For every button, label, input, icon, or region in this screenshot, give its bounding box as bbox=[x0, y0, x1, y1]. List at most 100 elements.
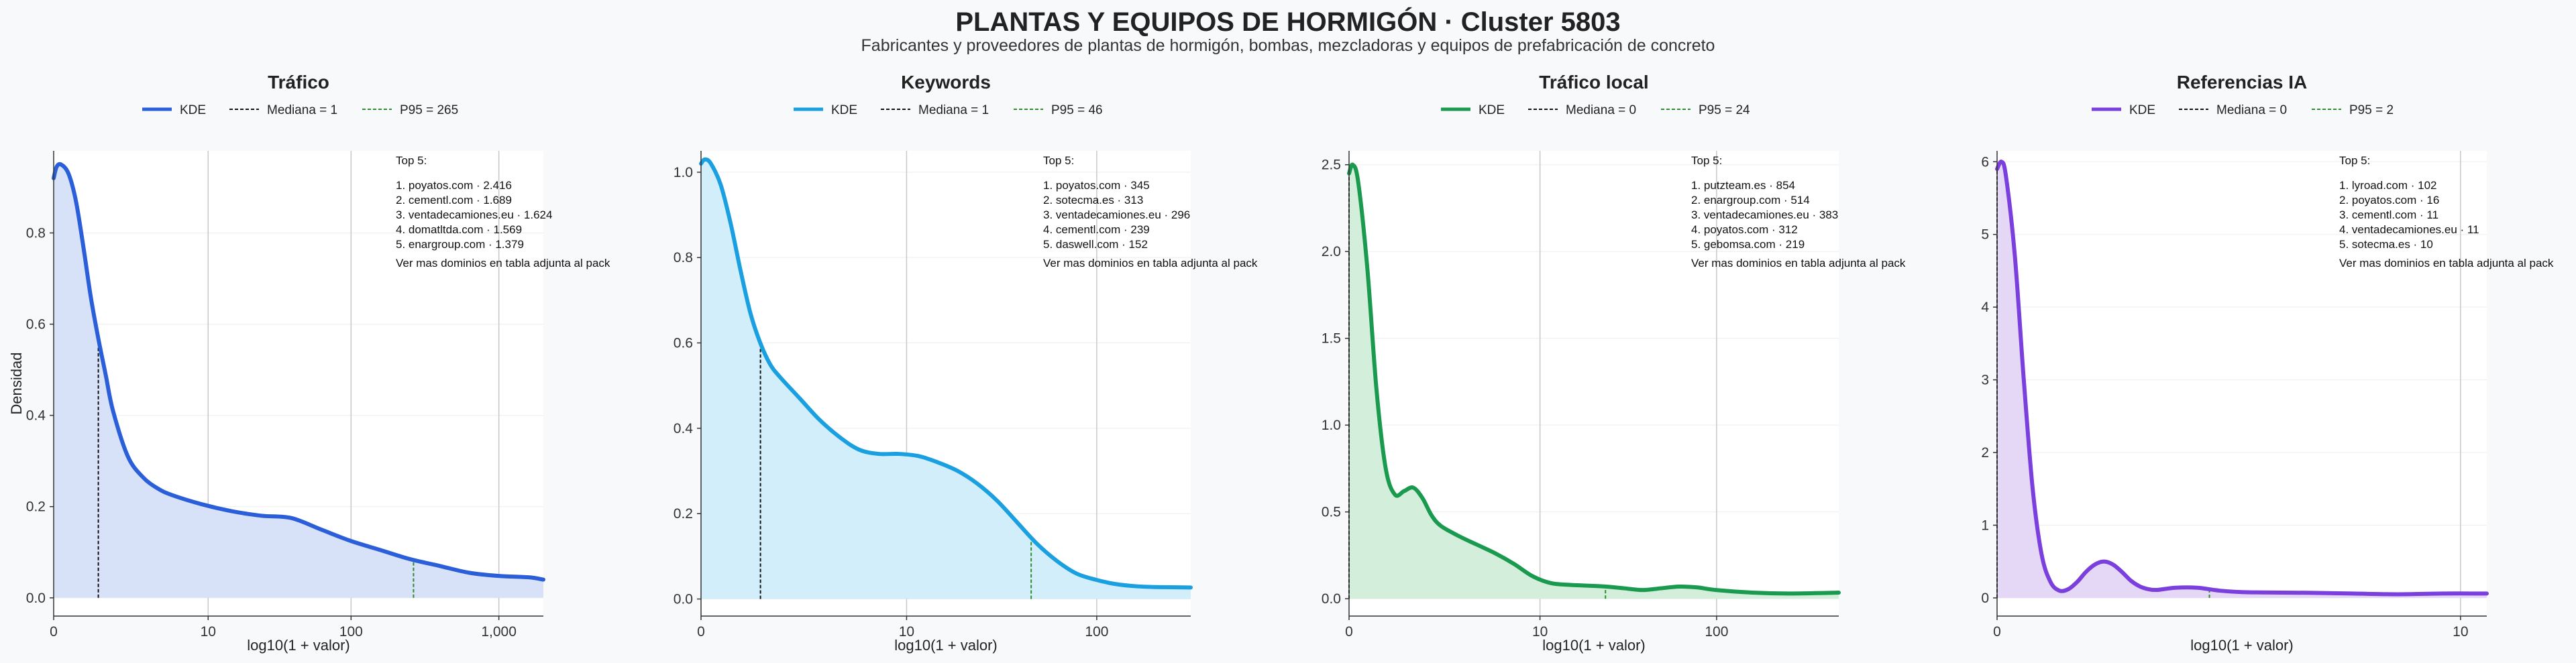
x-axis-label: log10(1 + valor) bbox=[247, 637, 350, 654]
y-tick-label: 0.4 bbox=[674, 421, 694, 436]
x-tick-label: 10 bbox=[899, 624, 914, 640]
panel-title: Tráfico bbox=[268, 72, 329, 93]
legend-median-label: Mediana = 0 bbox=[2216, 103, 2287, 117]
top5-entry: 5. enargroup.com · 1.379 bbox=[396, 238, 524, 251]
top5-annotation: Top 5: 1. poyatos.com · 2.416 2. cementl.c… bbox=[396, 154, 610, 269]
top5-annotation: Top 5: 1. lyroad.com · 102 2. poyatos.com … bbox=[2339, 154, 2554, 269]
top5-entry: 1. lyroad.com · 102 bbox=[2339, 179, 2437, 192]
y-tick-label: 1.5 bbox=[1322, 331, 1341, 347]
top5-entry: 2. sotecma.es · 313 bbox=[1043, 194, 1143, 206]
top5-title: Top 5: bbox=[396, 154, 427, 167]
kde-line bbox=[699, 157, 1193, 590]
top5-entry: 4. cementl.com · 239 bbox=[1043, 223, 1150, 236]
y-tick-label: 0.8 bbox=[26, 225, 46, 241]
legend-p95-label: P95 = 2 bbox=[2349, 103, 2394, 117]
chart-panel: Tráfico local KDE Mediana = 0 P95 = 24 0.0 0.… bbox=[1322, 72, 1906, 654]
top5-entry: 5. sotecma.es · 10 bbox=[2339, 238, 2433, 251]
figure-title: PLANTAS Y EQUIPOS DE HORMIGÓN · Cluster … bbox=[955, 6, 1620, 37]
panel-title: Tráfico local bbox=[1539, 72, 1648, 93]
top5-entry: 4. domatltda.com · 1.569 bbox=[396, 223, 522, 236]
y-tick-label: 4 bbox=[1981, 300, 1989, 315]
top5-note: Ver mas dominios en tabla adjunta al pac… bbox=[2339, 257, 2554, 269]
x-axis-label: log10(1 + valor) bbox=[1542, 637, 1645, 654]
x-axis-label: log10(1 + valor) bbox=[894, 637, 997, 654]
legend-kde-label: KDE bbox=[1479, 103, 1505, 117]
y-tick-label: 0.0 bbox=[1322, 591, 1341, 607]
y-tick-label: 0.0 bbox=[674, 592, 693, 607]
plot-area bbox=[1997, 151, 2487, 616]
figure-subtitle: Fabricantes y proveedores de plantas de … bbox=[861, 36, 1715, 55]
y-tick-label: 0.0 bbox=[26, 591, 46, 606]
x-tick-label: 0 bbox=[50, 624, 58, 640]
x-tick-label: 100 bbox=[1705, 624, 1728, 640]
top5-entry: 3. cementl.com · 11 bbox=[2339, 208, 2438, 221]
top5-title: Top 5: bbox=[1043, 154, 1074, 167]
legend-median-label: Mediana = 1 bbox=[918, 103, 989, 117]
top5-note: Ver mas dominios en tabla adjunta al pac… bbox=[1691, 257, 1906, 269]
y-axis-label: Densidad bbox=[8, 353, 25, 415]
top5-entry: 3. ventadecamiones.eu · 1.624 bbox=[396, 208, 552, 221]
legend-kde-label: KDE bbox=[831, 103, 857, 117]
top5-entry: 2. cementl.com · 1.689 bbox=[396, 194, 512, 206]
top5-entry: 2. poyatos.com · 16 bbox=[2339, 194, 2439, 206]
y-tick-label: 0.5 bbox=[1322, 505, 1341, 520]
legend-p95-label: P95 = 265 bbox=[400, 103, 458, 117]
x-tick-label: 10 bbox=[1532, 624, 1548, 640]
y-tick-label: 1 bbox=[1981, 518, 1989, 533]
kde-area bbox=[54, 164, 543, 598]
x-tick-label: 0 bbox=[1345, 624, 1353, 640]
y-tick-label: 2 bbox=[1981, 445, 1989, 461]
kde-line bbox=[1347, 162, 1841, 596]
top5-note: Ver mas dominios en tabla adjunta al pac… bbox=[1043, 257, 1258, 269]
top5-title: Top 5: bbox=[1691, 154, 1722, 167]
legend: KDE Mediana = 0 P95 = 2 bbox=[2092, 103, 2394, 117]
y-tick-label: 2.5 bbox=[1322, 158, 1341, 173]
y-tick-label: 1.0 bbox=[1322, 418, 1341, 433]
top5-title: Top 5: bbox=[2339, 154, 2370, 167]
top5-entry: 1. putzteam.es · 854 bbox=[1691, 179, 1795, 192]
kde-area bbox=[701, 159, 1191, 599]
top5-entry: 5. gebomsa.com · 219 bbox=[1691, 238, 1805, 251]
y-tick-label: 2.0 bbox=[1322, 244, 1341, 259]
y-tick-label: 1.0 bbox=[674, 165, 693, 180]
legend: KDE Mediana = 1 P95 = 265 bbox=[142, 103, 458, 117]
x-axis-label: log10(1 + valor) bbox=[2190, 637, 2293, 654]
legend-kde-label: KDE bbox=[2129, 103, 2155, 117]
kde-line bbox=[52, 162, 545, 582]
y-tick-label: 5 bbox=[1981, 227, 1989, 243]
x-tick-label: 1,000 bbox=[481, 624, 517, 640]
legend: KDE Mediana = 1 P95 = 46 bbox=[794, 103, 1103, 117]
chart-panel: Referencias IA KDE Mediana = 0 P95 = 2 0 1 2 3 4… bbox=[1981, 72, 2554, 654]
kde-area bbox=[1349, 164, 1839, 599]
top5-entry: 1. poyatos.com · 2.416 bbox=[396, 179, 512, 192]
top5-entry: 1. poyatos.com · 345 bbox=[1043, 179, 1150, 192]
x-tick-label: 0 bbox=[697, 624, 705, 640]
x-tick-label: 100 bbox=[339, 624, 363, 640]
top5-entry: 3. ventadecamiones.eu · 296 bbox=[1043, 208, 1190, 221]
y-tick-label: 3 bbox=[1981, 373, 1989, 388]
top5-note: Ver mas dominios en tabla adjunta al pac… bbox=[396, 257, 610, 269]
chart-panel: Keywords KDE Mediana = 1 P95 = 46 0.0 0.2 0.4 0… bbox=[674, 72, 1258, 654]
x-tick-label: 10 bbox=[201, 624, 216, 640]
y-tick-label: 0.6 bbox=[674, 336, 693, 351]
y-tick-label: 0.2 bbox=[26, 499, 46, 515]
y-tick-label: 0 bbox=[1981, 591, 1989, 606]
legend-p95-label: P95 = 24 bbox=[1699, 103, 1750, 117]
top5-entry: 5. daswell.com · 152 bbox=[1043, 238, 1148, 251]
top5-entry: 4. ventadecamiones.eu · 11 bbox=[2339, 223, 2479, 236]
y-tick-label: 0.4 bbox=[26, 408, 46, 424]
legend-median-label: Mediana = 0 bbox=[1566, 103, 1636, 117]
y-tick-label: 0.2 bbox=[674, 506, 693, 522]
legend: KDE Mediana = 0 P95 = 24 bbox=[1441, 103, 1750, 117]
y-tick-label: 6 bbox=[1981, 154, 1989, 170]
kde-line bbox=[1995, 160, 2489, 597]
panel-title: Referencias IA bbox=[2177, 72, 2308, 93]
y-tick-label: 0.6 bbox=[26, 317, 46, 333]
top5-annotation: Top 5: 1. poyatos.com · 345 2. sotecma.es … bbox=[1043, 154, 1258, 269]
top5-entry: 2. enargroup.com · 514 bbox=[1691, 194, 1810, 206]
x-tick-label: 0 bbox=[1993, 624, 2001, 640]
legend-p95-label: P95 = 46 bbox=[1051, 103, 1103, 117]
y-tick-label: 0.8 bbox=[674, 250, 693, 265]
